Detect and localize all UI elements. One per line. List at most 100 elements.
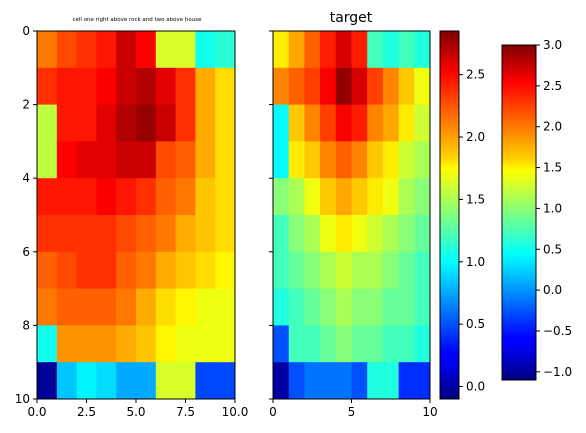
heatmap-cell <box>155 178 176 216</box>
heatmap-cell <box>76 215 97 253</box>
y-tick-label: 2 <box>22 98 30 112</box>
panel1-y-axis: 0 2 4 6 8 10 <box>15 24 37 406</box>
y-tick-label: 10 <box>15 392 30 406</box>
colorbar-tick-label: 1.0 <box>466 255 485 269</box>
heatmap-cell <box>215 104 236 142</box>
colorbar-small-ticks: 2.5 2.0 1.5 1.0 0.5 0.0 <box>459 68 485 394</box>
colorbar-tick-label: 0.5 <box>543 242 562 256</box>
heatmap-cell <box>320 104 337 142</box>
heatmap-cell <box>116 288 137 326</box>
x-tick-label: 7.5 <box>176 405 195 419</box>
heatmap-cell <box>56 325 77 363</box>
heatmap-cell <box>273 31 290 69</box>
y-tick-label: 0 <box>22 24 30 38</box>
heatmap-cell <box>96 251 117 289</box>
heatmap-cell <box>195 178 216 216</box>
x-tick-label: 5.0 <box>126 405 145 419</box>
heatmap-cell <box>37 141 58 179</box>
heatmap-cell <box>304 215 321 253</box>
heatmap-cell <box>195 141 216 179</box>
heatmap-cell <box>96 288 117 326</box>
heatmap-cell <box>136 178 157 216</box>
heatmap-cell <box>320 141 337 179</box>
heatmap-cell <box>37 362 58 400</box>
heatmap-cell <box>76 104 97 142</box>
heatmap-cell <box>136 251 157 289</box>
heatmap-cell <box>382 362 399 400</box>
heatmap-cell <box>382 31 399 69</box>
heatmap-cell <box>116 215 137 253</box>
heatmap-cell <box>116 31 137 69</box>
heatmap-cell <box>351 251 368 289</box>
heatmap-cell <box>175 362 196 400</box>
colorbar-small <box>439 30 460 400</box>
heatmap-cell <box>37 251 58 289</box>
heatmap-cell <box>351 67 368 105</box>
heatmap-cell <box>382 67 399 105</box>
heatmap-cell <box>320 67 337 105</box>
heatmap-cell <box>56 362 77 400</box>
colorbar-tick-label: 2.0 <box>543 120 562 134</box>
heatmap-cell <box>96 178 117 216</box>
heatmap-cell <box>414 215 431 253</box>
heatmap-cell <box>136 215 157 253</box>
heatmap-cell <box>288 141 305 179</box>
colorbar-tick-label: −0.5 <box>543 324 572 338</box>
heatmap-cell <box>215 251 236 289</box>
panel2-y-axis <box>269 30 273 400</box>
heatmap-cell <box>398 31 415 69</box>
panel2-heatmap <box>273 31 431 400</box>
heatmap-cell <box>195 325 216 363</box>
heatmap-cell <box>304 362 321 400</box>
heatmap-cell <box>56 104 77 142</box>
heatmap-cell <box>56 215 77 253</box>
heatmap-cell <box>37 215 58 253</box>
heatmap-cell <box>37 104 58 142</box>
heatmap-cell <box>37 67 58 105</box>
x-tick-label: 10.0 <box>222 405 249 419</box>
heatmap-cell <box>96 325 117 363</box>
heatmap-cell <box>335 104 352 142</box>
heatmap-cell <box>335 178 352 216</box>
y-tick-label: 6 <box>22 245 30 259</box>
heatmap-cell <box>335 215 352 253</box>
heatmap-cell <box>335 251 352 289</box>
heatmap-cell <box>195 288 216 326</box>
y-tick-label: 8 <box>22 318 30 332</box>
heatmap-cell <box>96 104 117 142</box>
heatmap-cell <box>56 141 77 179</box>
heatmap-cell <box>76 362 97 400</box>
heatmap-cell <box>56 288 77 326</box>
heatmap-cell <box>304 288 321 326</box>
heatmap-cell <box>304 31 321 69</box>
heatmap-cell <box>76 251 97 289</box>
heatmap-cell <box>116 141 137 179</box>
heatmap-cell <box>288 325 305 363</box>
heatmap-cell <box>367 31 384 69</box>
heatmap-cell <box>382 104 399 142</box>
heatmap-cell <box>136 31 157 69</box>
heatmap-cell <box>116 178 137 216</box>
heatmap-cell <box>335 141 352 179</box>
colorbar-tick-label: 2.5 <box>543 79 562 93</box>
x-tick-label: 10 <box>422 405 437 419</box>
heatmap-cell <box>96 67 117 105</box>
heatmap-cell <box>195 31 216 69</box>
colorbar-tick-label: 2.0 <box>466 130 485 144</box>
panel2-x-axis: 0 5 10 <box>269 399 438 419</box>
heatmap-cell <box>273 104 290 142</box>
heatmap-cell <box>351 141 368 179</box>
heatmap-cell <box>288 67 305 105</box>
heatmap-cell <box>155 67 176 105</box>
heatmap-cell <box>155 31 176 69</box>
heatmap-cell <box>195 215 216 253</box>
heatmap-cell <box>116 325 137 363</box>
heatmap-cell <box>320 325 337 363</box>
heatmap-cell <box>155 288 176 326</box>
heatmap-cell <box>155 325 176 363</box>
heatmap-cell <box>195 362 216 400</box>
heatmap-cell <box>175 288 196 326</box>
heatmap-cell <box>37 178 58 216</box>
heatmap-cell <box>382 288 399 326</box>
heatmap-cell <box>155 215 176 253</box>
